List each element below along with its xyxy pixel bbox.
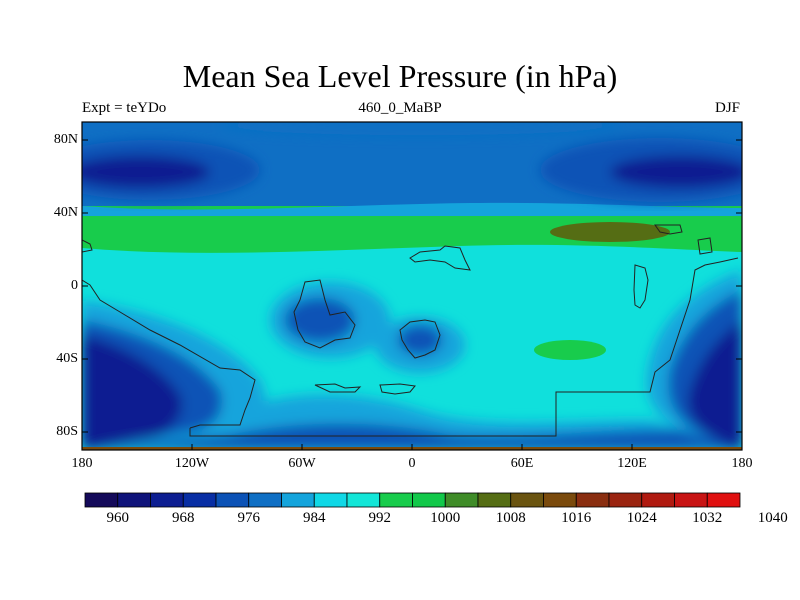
colorbar-swatch <box>281 492 315 508</box>
lat-tick-label: 40N <box>53 205 78 220</box>
colorbar-swatch <box>706 492 741 508</box>
colorbar-swatch <box>608 492 643 508</box>
colorbar-swatch <box>379 492 413 508</box>
lon-tick-label: 60W <box>288 456 316 471</box>
colorbar-label: 1000 <box>430 510 461 526</box>
tick-marks <box>82 139 742 450</box>
colorbar-swatch <box>674 492 708 508</box>
experiment-label: Expt = teYDo <box>82 100 167 116</box>
lon-tick-label: 0 <box>408 456 416 471</box>
lat-tick-label: 80N <box>53 132 78 147</box>
colorbar-label: 976 <box>237 510 261 526</box>
colorbar-swatch <box>575 492 610 508</box>
lat-tick-label: 80S <box>56 424 78 439</box>
colorbar-swatch <box>215 492 250 508</box>
lon-tick-label: 180 <box>71 456 93 471</box>
colorbar-label: 984 <box>303 510 326 526</box>
colorbar-label: 968 <box>172 510 195 526</box>
colorbar-label: 992 <box>368 510 392 526</box>
colorbar-swatch <box>346 492 381 508</box>
time-label: 460_0_MaBP <box>358 100 442 116</box>
colorbar-label: 1016 <box>561 510 592 526</box>
lat-tick-label: 0 <box>71 278 78 293</box>
lon-tick-label: 180 <box>731 456 753 471</box>
colorbar-swatch <box>543 492 577 508</box>
colorbar <box>84 492 741 508</box>
colorbar-label: 1024 <box>626 510 657 526</box>
season-label: DJF <box>714 100 740 116</box>
map-title: Mean Sea Level Pressure (in hPa) <box>182 58 618 94</box>
lat-tick-label: 40S <box>56 351 78 366</box>
contour-field <box>82 122 742 450</box>
colorbar-label: 960 <box>106 510 130 526</box>
colorbar-label: 1040 <box>757 510 788 526</box>
colorbar-label: 1008 <box>495 510 526 526</box>
lon-tick-label: 120W <box>174 456 210 471</box>
colorbar-swatch <box>117 492 151 508</box>
colorbar-swatch <box>641 492 675 508</box>
coastlines <box>82 224 739 437</box>
colorbar-swatch <box>510 492 544 508</box>
colorbar-swatch <box>412 492 446 508</box>
colorbar-swatch <box>150 492 184 508</box>
colorbar-swatch <box>84 492 119 508</box>
colorbar-swatch <box>444 492 479 508</box>
colorbar-swatch <box>182 492 217 508</box>
lon-tick-label: 60E <box>510 456 534 471</box>
lon-tick-label: 120E <box>617 456 647 471</box>
colorbar-swatch <box>477 492 512 508</box>
colorbar-swatch <box>248 492 282 508</box>
colorbar-label: 1032 <box>692 510 723 526</box>
colorbar-swatch <box>313 492 348 508</box>
